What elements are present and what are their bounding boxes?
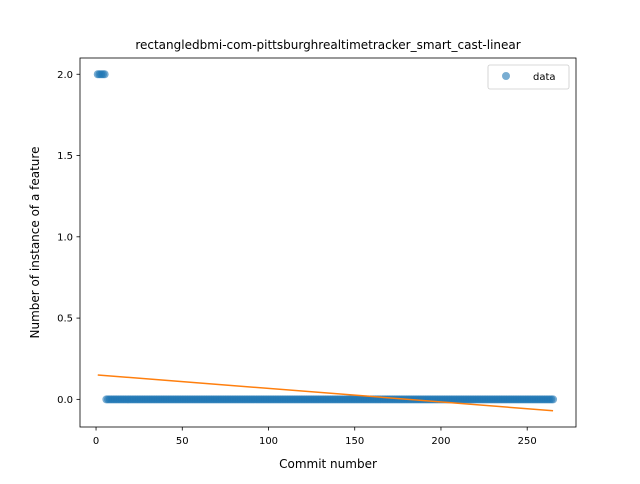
data-point [549,395,558,404]
series-layer [93,70,558,412]
x-axis: 0 50 100 150 200 250 [93,427,537,447]
legend-box [487,64,570,90]
plot-area: 0 50 100 150 200 250 0.0 0.5 1.0 1.5 2.0 [57,57,577,447]
axes-frame [79,57,577,428]
chart-title: rectangledbmi-com-pittsburghrealtimetrac… [135,38,520,52]
y-axis-label: Number of instance of a feature [28,147,42,339]
data-point [100,70,109,79]
x-axis-label: Commit number [279,457,377,471]
legend: data [487,64,570,90]
y-tick-label: 1.5 [57,151,73,162]
x-tick-label: 50 [176,436,189,447]
legend-marker [502,72,510,80]
y-tick-label: 2.0 [57,70,73,81]
x-tick-label: 200 [431,436,450,447]
fit-line [97,374,554,412]
x-tick-label: 150 [345,436,364,447]
legend-label: data [533,72,556,83]
x-tick-label: 250 [518,436,537,447]
x-tick-label: 0 [93,436,99,447]
y-tick-label: 0.5 [57,314,73,325]
x-tick-label: 100 [259,436,278,447]
y-tick-label: 0.0 [57,395,73,406]
y-tick-label: 1.0 [57,232,73,243]
y-axis: 0.0 0.5 1.0 1.5 2.0 [57,70,80,406]
